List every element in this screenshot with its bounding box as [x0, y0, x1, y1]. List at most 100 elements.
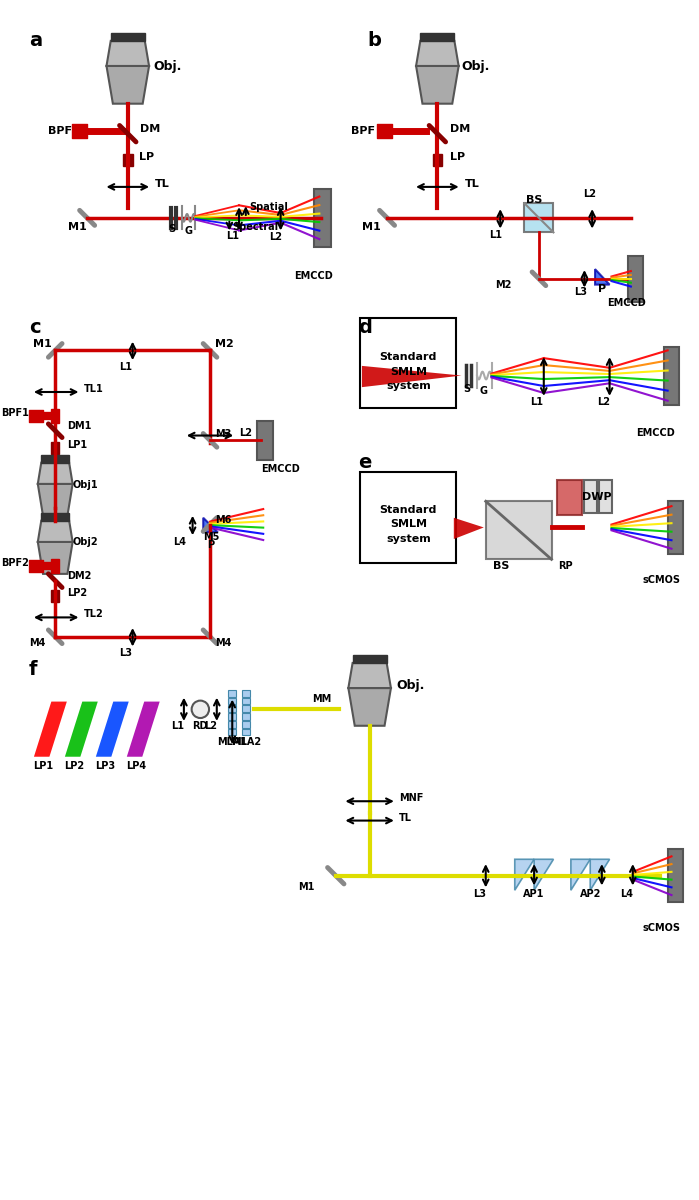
Bar [229, 713, 236, 720]
Text: MNF: MNF [398, 793, 423, 803]
Text: EMCCD: EMCCD [261, 464, 300, 474]
Text: M1: M1 [298, 882, 315, 893]
Polygon shape [416, 41, 459, 66]
Text: LP: LP [450, 152, 465, 162]
Text: e: e [358, 452, 371, 472]
Text: P: P [598, 284, 606, 294]
Text: BPF1: BPF1 [1, 408, 29, 418]
Polygon shape [590, 859, 610, 890]
Bar [229, 690, 236, 697]
Polygon shape [96, 702, 129, 757]
Polygon shape [38, 521, 73, 542]
Text: L2: L2 [239, 427, 252, 438]
Text: f: f [29, 660, 38, 679]
Text: S: S [463, 384, 470, 394]
Text: L2: L2 [597, 396, 610, 407]
Text: system: system [386, 382, 431, 391]
Text: d: d [358, 318, 372, 336]
Text: Spectral: Spectral [232, 222, 278, 233]
FancyBboxPatch shape [360, 473, 456, 563]
Polygon shape [38, 463, 73, 484]
Bar [242, 713, 250, 720]
Text: system: system [386, 534, 431, 544]
Bar [584, 480, 597, 512]
Circle shape [192, 701, 209, 718]
Polygon shape [106, 41, 149, 66]
Text: M4: M4 [215, 638, 231, 648]
Polygon shape [127, 702, 159, 757]
Text: LP: LP [139, 152, 154, 162]
Bar [599, 480, 612, 512]
Text: L3: L3 [574, 287, 587, 298]
Text: BPF: BPF [48, 126, 72, 136]
Bar [51, 559, 59, 572]
Bar [668, 850, 683, 902]
Text: BPF: BPF [352, 126, 375, 136]
Bar [242, 697, 250, 704]
Text: L1: L1 [489, 230, 502, 240]
Text: M5: M5 [203, 532, 219, 542]
Text: L3: L3 [120, 648, 132, 658]
FancyBboxPatch shape [360, 318, 456, 408]
Text: sCMOS: sCMOS [643, 923, 681, 932]
Text: MLA1: MLA1 [217, 737, 247, 748]
Text: EMCCD: EMCCD [635, 427, 675, 438]
Text: L2: L2 [205, 721, 217, 731]
Text: L1: L1 [531, 396, 544, 407]
Text: L1: L1 [171, 721, 185, 731]
Polygon shape [106, 66, 149, 103]
Bar [433, 154, 442, 166]
Text: RD: RD [193, 721, 208, 731]
Text: M1: M1 [33, 338, 52, 348]
Text: M6: M6 [215, 515, 231, 524]
Text: DM: DM [140, 124, 161, 133]
Text: L4: L4 [173, 536, 187, 547]
Polygon shape [38, 542, 73, 574]
Text: MLA2: MLA2 [231, 737, 261, 748]
Text: Standard: Standard [380, 352, 437, 362]
Bar [314, 188, 331, 247]
Text: SMLM: SMLM [390, 366, 427, 377]
Text: G: G [185, 227, 193, 236]
Text: BS: BS [493, 562, 510, 571]
Bar [242, 728, 250, 736]
Text: TL: TL [155, 179, 170, 188]
Text: L3: L3 [473, 889, 487, 899]
Text: M1: M1 [362, 222, 381, 233]
Text: DM2: DM2 [67, 571, 91, 581]
Polygon shape [352, 655, 387, 662]
Bar [229, 697, 236, 704]
Bar [257, 421, 273, 460]
Text: Spatial: Spatial [250, 202, 289, 212]
Bar [242, 706, 250, 713]
Text: TL: TL [464, 179, 480, 188]
Polygon shape [41, 512, 69, 521]
Text: TL: TL [398, 812, 412, 822]
Polygon shape [595, 269, 610, 284]
Bar [229, 706, 236, 713]
Bar [242, 690, 250, 697]
Text: M4: M4 [29, 638, 45, 648]
Text: BS: BS [526, 196, 542, 205]
Polygon shape [38, 484, 73, 516]
Text: M3: M3 [215, 430, 231, 439]
Text: L2: L2 [583, 188, 596, 198]
Polygon shape [486, 502, 552, 559]
Bar [51, 443, 59, 454]
Text: DM1: DM1 [67, 421, 91, 431]
Text: AP1: AP1 [524, 889, 545, 899]
Bar [628, 256, 644, 302]
Polygon shape [348, 662, 391, 688]
Text: c: c [29, 318, 41, 336]
Polygon shape [348, 688, 391, 726]
Bar [229, 721, 236, 727]
Text: LP4: LP4 [127, 761, 147, 772]
Text: M1: M1 [68, 222, 87, 233]
Text: LP1: LP1 [34, 761, 54, 772]
Bar [123, 154, 133, 166]
Text: b: b [368, 31, 382, 50]
Text: P: P [208, 540, 215, 550]
Bar [242, 721, 250, 727]
Text: MM: MM [312, 694, 331, 703]
Text: DM: DM [450, 124, 470, 133]
